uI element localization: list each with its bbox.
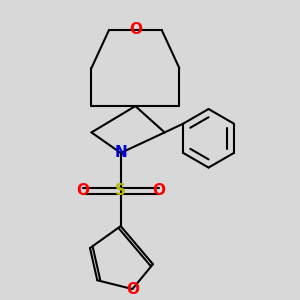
Text: N: N (114, 146, 127, 160)
Text: O: O (129, 22, 142, 38)
Text: S: S (115, 184, 126, 199)
Text: O: O (152, 184, 165, 199)
Text: O: O (126, 282, 139, 297)
Text: O: O (76, 184, 89, 199)
